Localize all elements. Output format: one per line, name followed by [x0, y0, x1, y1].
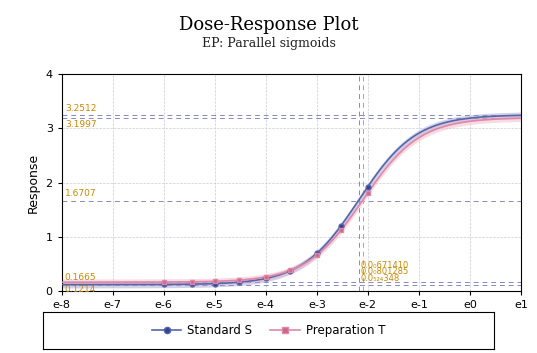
Text: EP: Parallel sigmoids: EP: Parallel sigmoids	[201, 37, 336, 50]
Text: 0.1665: 0.1665	[65, 273, 97, 282]
Text: Dose-Response Plot: Dose-Response Plot	[179, 16, 358, 34]
Text: 0.0₅₂₄348: 0.0₅₂₄348	[361, 274, 400, 282]
Text: 1.6707: 1.6707	[65, 189, 97, 198]
Y-axis label: Response: Response	[27, 152, 40, 213]
Text: 3.1997: 3.1997	[65, 120, 97, 129]
Text: 3.2512: 3.2512	[65, 103, 96, 113]
Legend: Standard S, Preparation T: Standard S, Preparation T	[148, 321, 389, 341]
Text: 0.0₀801285: 0.0₀801285	[361, 267, 409, 276]
Text: 0.1214: 0.1214	[65, 285, 96, 294]
X-axis label: Dose e: Dose e	[270, 313, 313, 326]
Text: 0.0₀671410: 0.0₀671410	[361, 261, 409, 270]
